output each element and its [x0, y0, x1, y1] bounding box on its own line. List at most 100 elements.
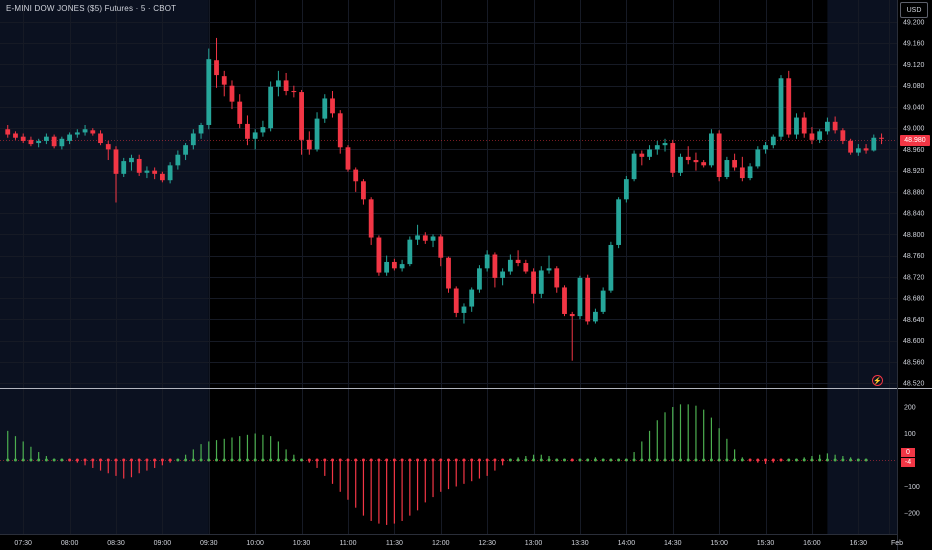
candle-body	[593, 311, 598, 322]
candle-body	[747, 166, 753, 179]
time-tick-label: 11:00	[339, 540, 356, 547]
oscillator-dot	[354, 458, 358, 462]
oscillator-dot	[199, 458, 203, 462]
oscillator-dot	[184, 458, 188, 462]
time-tick-label: 10:00	[246, 540, 264, 547]
currency-button[interactable]: USD	[900, 2, 928, 18]
candle-body	[569, 313, 575, 317]
oscillator-dot	[315, 458, 319, 462]
time-tick-label: 07:30	[14, 540, 32, 547]
oscillator-dot	[849, 458, 853, 462]
oscillator-dot	[678, 458, 682, 462]
candle-body	[817, 131, 823, 140]
candle-body	[129, 157, 134, 163]
price-tick-label: 48.680	[903, 296, 925, 303]
candle-body	[268, 86, 274, 129]
candle-body	[59, 138, 65, 147]
oscillator-dot	[493, 458, 497, 462]
oscillator-dot	[733, 458, 737, 462]
candle-body	[608, 244, 614, 291]
oscillator-axis[interactable]: 200 100 −100 −200	[904, 405, 920, 518]
oscillator-dot	[640, 458, 644, 462]
indicator-value-badge: 0	[901, 448, 915, 457]
candle-body	[229, 85, 235, 102]
candle-body	[500, 271, 506, 278]
candle-body	[67, 134, 72, 141]
oscillator-tick-label: −100	[904, 484, 920, 491]
candle-body	[190, 133, 196, 146]
oscillator-dot	[562, 458, 566, 462]
candle-body	[183, 145, 188, 155]
candle-body	[538, 270, 544, 294]
candle-body	[353, 169, 359, 182]
grid-lines	[0, 0, 897, 534]
candle-body	[13, 133, 18, 138]
oscillator-dot	[748, 458, 752, 462]
time-axis[interactable]: 07:30 08:00 08:30 09:00 09:30 10:00 10:30 11:00…	[14, 540, 903, 547]
candle-body	[299, 92, 304, 140]
candle-body	[361, 181, 366, 200]
candle-body	[809, 133, 815, 140]
candle-body	[20, 136, 26, 141]
candle-body	[461, 306, 467, 313]
candle-body	[778, 78, 784, 137]
candle-body	[5, 129, 11, 135]
oscillator-dot	[122, 458, 126, 462]
lightning-alert-icon[interactable]: ⚡	[872, 375, 883, 386]
oscillator-dot	[462, 458, 466, 462]
candle-body	[616, 199, 622, 245]
symbol-title[interactable]: E-MINI DOW JONES ($5) Futures · 5 · CBOT	[6, 4, 177, 13]
oscillator-dot	[686, 458, 690, 462]
price-axis[interactable]: 49.200 49.160 49.120 49.080 49.040 49.000 48.9…	[903, 20, 925, 388]
time-tick-label: 08:00	[61, 540, 79, 547]
oscillator-dot	[37, 458, 41, 462]
price-tick-label: 49.160	[903, 41, 925, 48]
oscillator-dot	[284, 458, 288, 462]
candle-body	[105, 144, 111, 150]
candle-body	[654, 145, 660, 150]
candle-body	[492, 254, 498, 278]
oscillator-dot	[191, 458, 195, 462]
price-tick-label: 49.000	[903, 126, 925, 133]
oscillator-dot	[508, 458, 512, 462]
oscillator-dot	[160, 458, 164, 462]
candle-body	[701, 162, 707, 166]
candle-body	[647, 149, 652, 157]
oscillator-dot	[346, 458, 350, 462]
candle-body	[198, 124, 204, 134]
time-tick-label: 12:30	[478, 540, 496, 547]
candle-body	[422, 235, 428, 241]
oscillator-dot	[99, 458, 103, 462]
extended-hours-shade	[827, 0, 897, 534]
time-tick-label: 15:30	[757, 540, 775, 547]
oscillator-dot	[717, 458, 721, 462]
time-tick-label: 13:00	[525, 540, 543, 547]
oscillator-dot	[276, 458, 280, 462]
time-tick-label: 16:30	[850, 540, 868, 547]
candle-body	[453, 288, 459, 313]
session-background	[0, 0, 897, 534]
oscillator-dot	[245, 458, 249, 462]
oscillator-dot	[13, 458, 17, 462]
oscillator-dot	[431, 458, 435, 462]
oscillator-dot	[841, 458, 845, 462]
candle-body	[507, 259, 513, 272]
oscillator-dot	[617, 458, 621, 462]
candle-body	[306, 139, 312, 150]
oscillator-dot	[153, 458, 157, 462]
oscillator-dot	[624, 458, 628, 462]
price-tick-label: 48.960	[903, 147, 925, 154]
candle-body	[662, 143, 668, 146]
oscillator-dot	[75, 458, 79, 462]
oscillator-dot	[856, 458, 860, 462]
oscillator-dot	[29, 458, 33, 462]
oscillator-dot	[21, 458, 25, 462]
oscillator-dot	[400, 458, 404, 462]
oscillator-dot	[725, 458, 729, 462]
time-tick-label: 14:00	[618, 540, 636, 547]
oscillator-dot	[794, 458, 798, 462]
oscillator-dot	[145, 458, 149, 462]
candle-body	[770, 136, 776, 146]
candle-body	[136, 158, 142, 173]
